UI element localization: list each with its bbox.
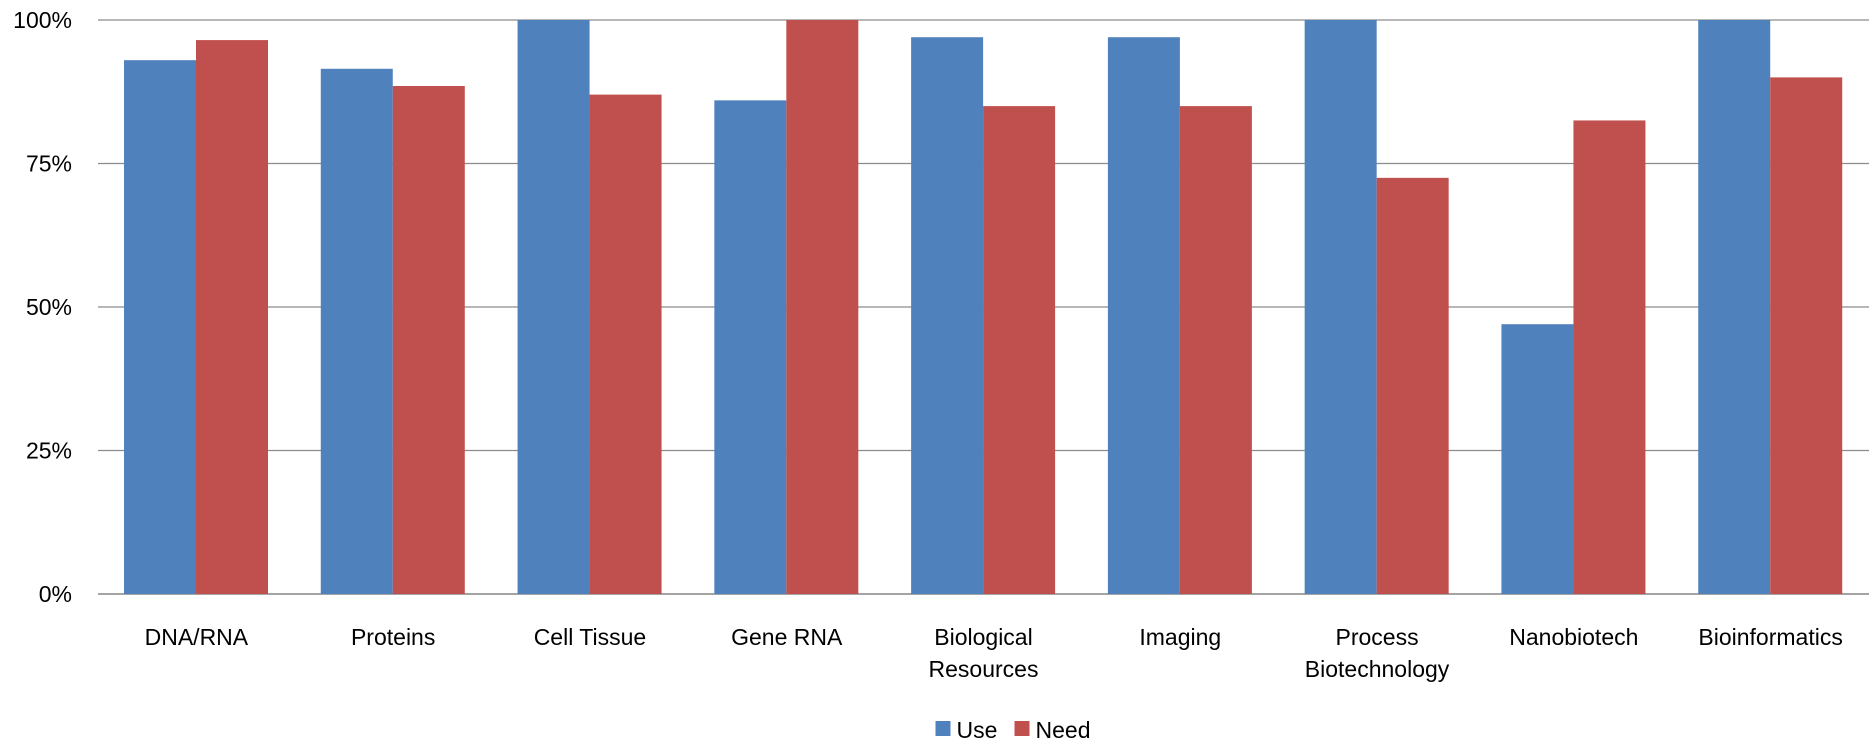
category-label: Process [1336,624,1419,650]
bar-need [983,106,1056,594]
legend-swatch-use [935,721,951,736]
legend-label-need: Need [1036,717,1091,743]
bar-need [1573,120,1646,594]
category-label: Cell Tissue [534,624,646,650]
bar-use [1501,324,1574,594]
bar-use [124,60,196,595]
bar-need [1179,106,1252,594]
bar-use [1107,37,1180,595]
category-label: DNA/RNA [145,624,249,650]
category-label: Biological [934,624,1032,650]
category-label: Proteins [351,624,435,650]
bar-use [517,20,590,594]
y-tick-label: 100% [13,7,72,33]
bar-use [1698,20,1771,594]
bar-use [320,68,393,595]
bar-need [196,40,268,594]
bar-need [589,94,662,595]
y-tick-label: 0% [39,581,72,607]
bar-use [714,100,787,595]
bar-use [911,37,984,595]
category-label: Imaging [1139,624,1221,650]
category-label: Biotechnology [1305,656,1450,682]
bar-need [1770,77,1843,594]
y-tick-label: 50% [26,294,72,320]
category-label: Nanobiotech [1509,624,1638,650]
y-tick-label: 75% [26,151,72,177]
category-label: Gene RNA [731,624,843,650]
legend-swatch-need [1014,721,1030,736]
category-label: Resources [929,656,1039,682]
category-label: Bioinformatics [1698,624,1842,650]
legend-label-use: Use [957,717,998,743]
bar-need [1376,177,1449,594]
bar-use [1304,20,1377,594]
y-tick-label: 25% [26,438,72,464]
bar-need [392,86,465,594]
bar-need [786,20,859,594]
